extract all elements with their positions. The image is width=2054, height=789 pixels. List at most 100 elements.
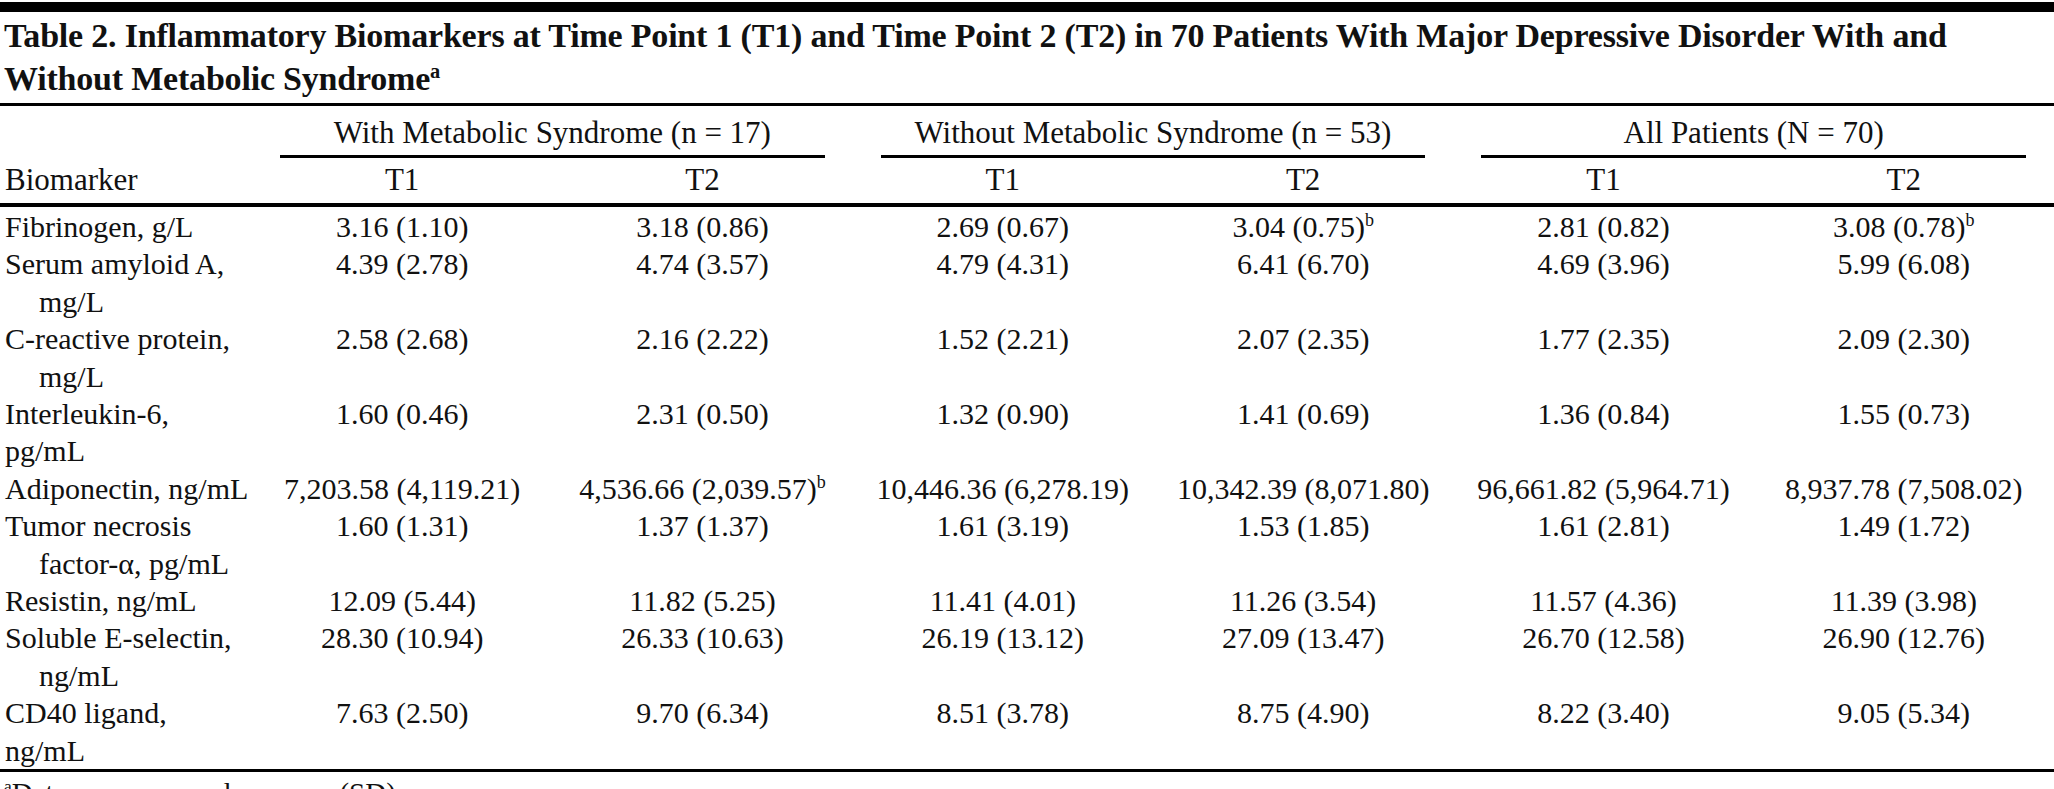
row-label: C-reactive protein,mg/L [0,320,252,395]
row-label-line: ng/mL [5,657,252,694]
column-group-header: All Patients (N = 70) [1453,115,2054,158]
value-cell: 1.77 (2.35) [1453,320,1753,357]
table-row: C-reactive protein,mg/L2.58 (2.68)2.16 (… [0,320,2054,395]
value-cell: 11.57 (4.36) [1453,582,1753,619]
row-label: Soluble E-selectin,ng/mL [0,619,252,694]
table-row: Serum amyloid A,mg/L4.39 (2.78)4.74 (3.5… [0,245,2054,320]
value-cell: 2.81 (0.82) [1453,208,1753,245]
title-footnote-marker: a [430,60,440,82]
value-cell: 7.63 (2.50) [252,694,552,731]
value-cell: 1.49 (1.72) [1754,507,2054,544]
row-label-line: Adiponectin, ng/mL [5,470,252,507]
row-label-line: Fibrinogen, g/L [5,208,252,245]
value-cell: 9.05 (5.34) [1754,694,2054,731]
value-cell: 11.39 (3.98) [1754,582,2054,619]
group-header-spacer [0,115,252,158]
value-cell: 12.09 (5.44) [252,582,552,619]
value-cell: 3.16 (1.10) [252,208,552,245]
table-title: Table 2. Inflammatory Biomarkers at Time… [0,12,2054,103]
row-label-line: Tumor necrosis [5,507,252,544]
value-cell: 8.22 (3.40) [1453,694,1753,731]
row-label-line: CD40 ligand, ng/mL [5,694,252,769]
significance-marker: b [1365,210,1374,230]
top-rule [0,2,2054,12]
value-cell: 1.41 (0.69) [1153,395,1453,432]
value-cell: 28.30 (10.94) [252,619,552,656]
table-row: Resistin, ng/mL12.09 (5.44)11.82 (5.25)1… [0,582,2054,619]
value-cell: 1.32 (0.90) [853,395,1153,432]
row-label: Serum amyloid A,mg/L [0,245,252,320]
value-cell: 27.09 (13.47) [1153,619,1453,656]
timepoint-column-header: T1 [252,162,552,198]
row-label-line: Resistin, ng/mL [5,582,252,619]
table-row: Fibrinogen, g/L3.16 (1.10)3.18 (0.86)2.6… [0,208,2054,245]
row-label: Fibrinogen, g/L [0,208,252,245]
journal-table-figure: Table 2. Inflammatory Biomarkers at Time… [0,2,2054,789]
row-label: Tumor necrosisfactor-α, pg/mL [0,507,252,582]
value-cell: 10,342.39 (8,071.80) [1153,470,1453,507]
value-cell: 3.04 (0.75)b [1153,208,1453,245]
value-cell: 4.79 (4.31) [853,245,1153,282]
timepoint-column-header: T1 [1453,162,1753,198]
row-label-line: Interleukin-6, pg/mL [5,395,252,470]
table-body: Fibrinogen, g/L3.16 (1.10)3.18 (0.86)2.6… [0,207,2054,769]
table-row: CD40 ligand, ng/mL7.63 (2.50)9.70 (6.34)… [0,694,2054,769]
row-label-line: factor-α, pg/mL [5,545,252,582]
table-title-text: Table 2. Inflammatory Biomarkers at Time… [4,17,1947,97]
row-label: CD40 ligand, ng/mL [0,694,252,769]
value-cell: 96,661.82 (5,964.71) [1453,470,1753,507]
value-cell: 1.61 (2.81) [1453,507,1753,544]
value-cell: 6.41 (6.70) [1153,245,1453,282]
column-group-label: With Metabolic Syndrome (n = 17) [280,115,825,158]
value-cell: 1.55 (0.73) [1754,395,2054,432]
value-cell: 26.70 (12.58) [1453,619,1753,656]
table-footnotes: aData are expressed as mean (SD).bIndica… [0,772,2054,789]
table-row: Interleukin-6, pg/mL1.60 (0.46)2.31 (0.5… [0,395,2054,470]
value-cell: 11.41 (4.01) [853,582,1153,619]
table-row: Soluble E-selectin,ng/mL28.30 (10.94)26.… [0,619,2054,694]
table-row: Tumor necrosisfactor-α, pg/mL1.60 (1.31)… [0,507,2054,582]
footnote: aData are expressed as mean (SD). [4,775,2048,789]
column-header-row: Biomarker T1T2T1T2T1T2 [0,158,2054,207]
value-cell: 2.07 (2.35) [1153,320,1453,357]
value-cell: 11.26 (3.54) [1153,582,1453,619]
footnote-marker: a [4,776,12,789]
value-cell: 5.99 (6.08) [1754,245,2054,282]
value-cell: 1.36 (0.84) [1453,395,1753,432]
column-group-header: With Metabolic Syndrome (n = 17) [252,115,853,158]
value-cell: 2.31 (0.50) [552,395,852,432]
value-cell: 2.58 (2.68) [252,320,552,357]
table-row: Adiponectin, ng/mL7,203.58 (4,119.21)4,5… [0,470,2054,507]
value-cell: 4.39 (2.78) [252,245,552,282]
row-label-line: C-reactive protein, [5,320,252,357]
value-cell: 1.52 (2.21) [853,320,1153,357]
value-cell: 11.82 (5.25) [552,582,852,619]
row-label-line: Soluble E-selectin, [5,619,252,656]
value-cell: 1.60 (0.46) [252,395,552,432]
value-cell: 1.60 (1.31) [252,507,552,544]
timepoint-column-header: T2 [1153,162,1453,198]
value-cell: 4.74 (3.57) [552,245,852,282]
value-cell: 3.18 (0.86) [552,208,852,245]
value-cell: 26.33 (10.63) [552,619,852,656]
column-group-header: Without Metabolic Syndrome (n = 53) [853,115,1454,158]
value-cell: 9.70 (6.34) [552,694,852,731]
value-cell: 4.69 (3.96) [1453,245,1753,282]
row-label: Resistin, ng/mL [0,582,252,619]
row-label-line: mg/L [5,358,252,395]
value-cell: 3.08 (0.78)b [1754,208,2054,245]
row-label: Interleukin-6, pg/mL [0,395,252,470]
value-cell: 1.61 (3.19) [853,507,1153,544]
row-label-line: mg/L [5,283,252,320]
significance-marker: b [1966,210,1975,230]
significance-marker: b [817,472,826,492]
row-label-line: Serum amyloid A, [5,245,252,282]
value-cell: 2.69 (0.67) [853,208,1153,245]
timepoint-column-header: T2 [552,162,852,198]
value-cell: 2.16 (2.22) [552,320,852,357]
value-cell: 4,536.66 (2,039.57)b [552,470,852,507]
group-header-row: With Metabolic Syndrome (n = 17) Without … [0,106,2054,158]
column-group-label: All Patients (N = 70) [1481,115,2026,158]
value-cell: 2.09 (2.30) [1754,320,2054,357]
biomarker-column-header: Biomarker [0,162,252,198]
